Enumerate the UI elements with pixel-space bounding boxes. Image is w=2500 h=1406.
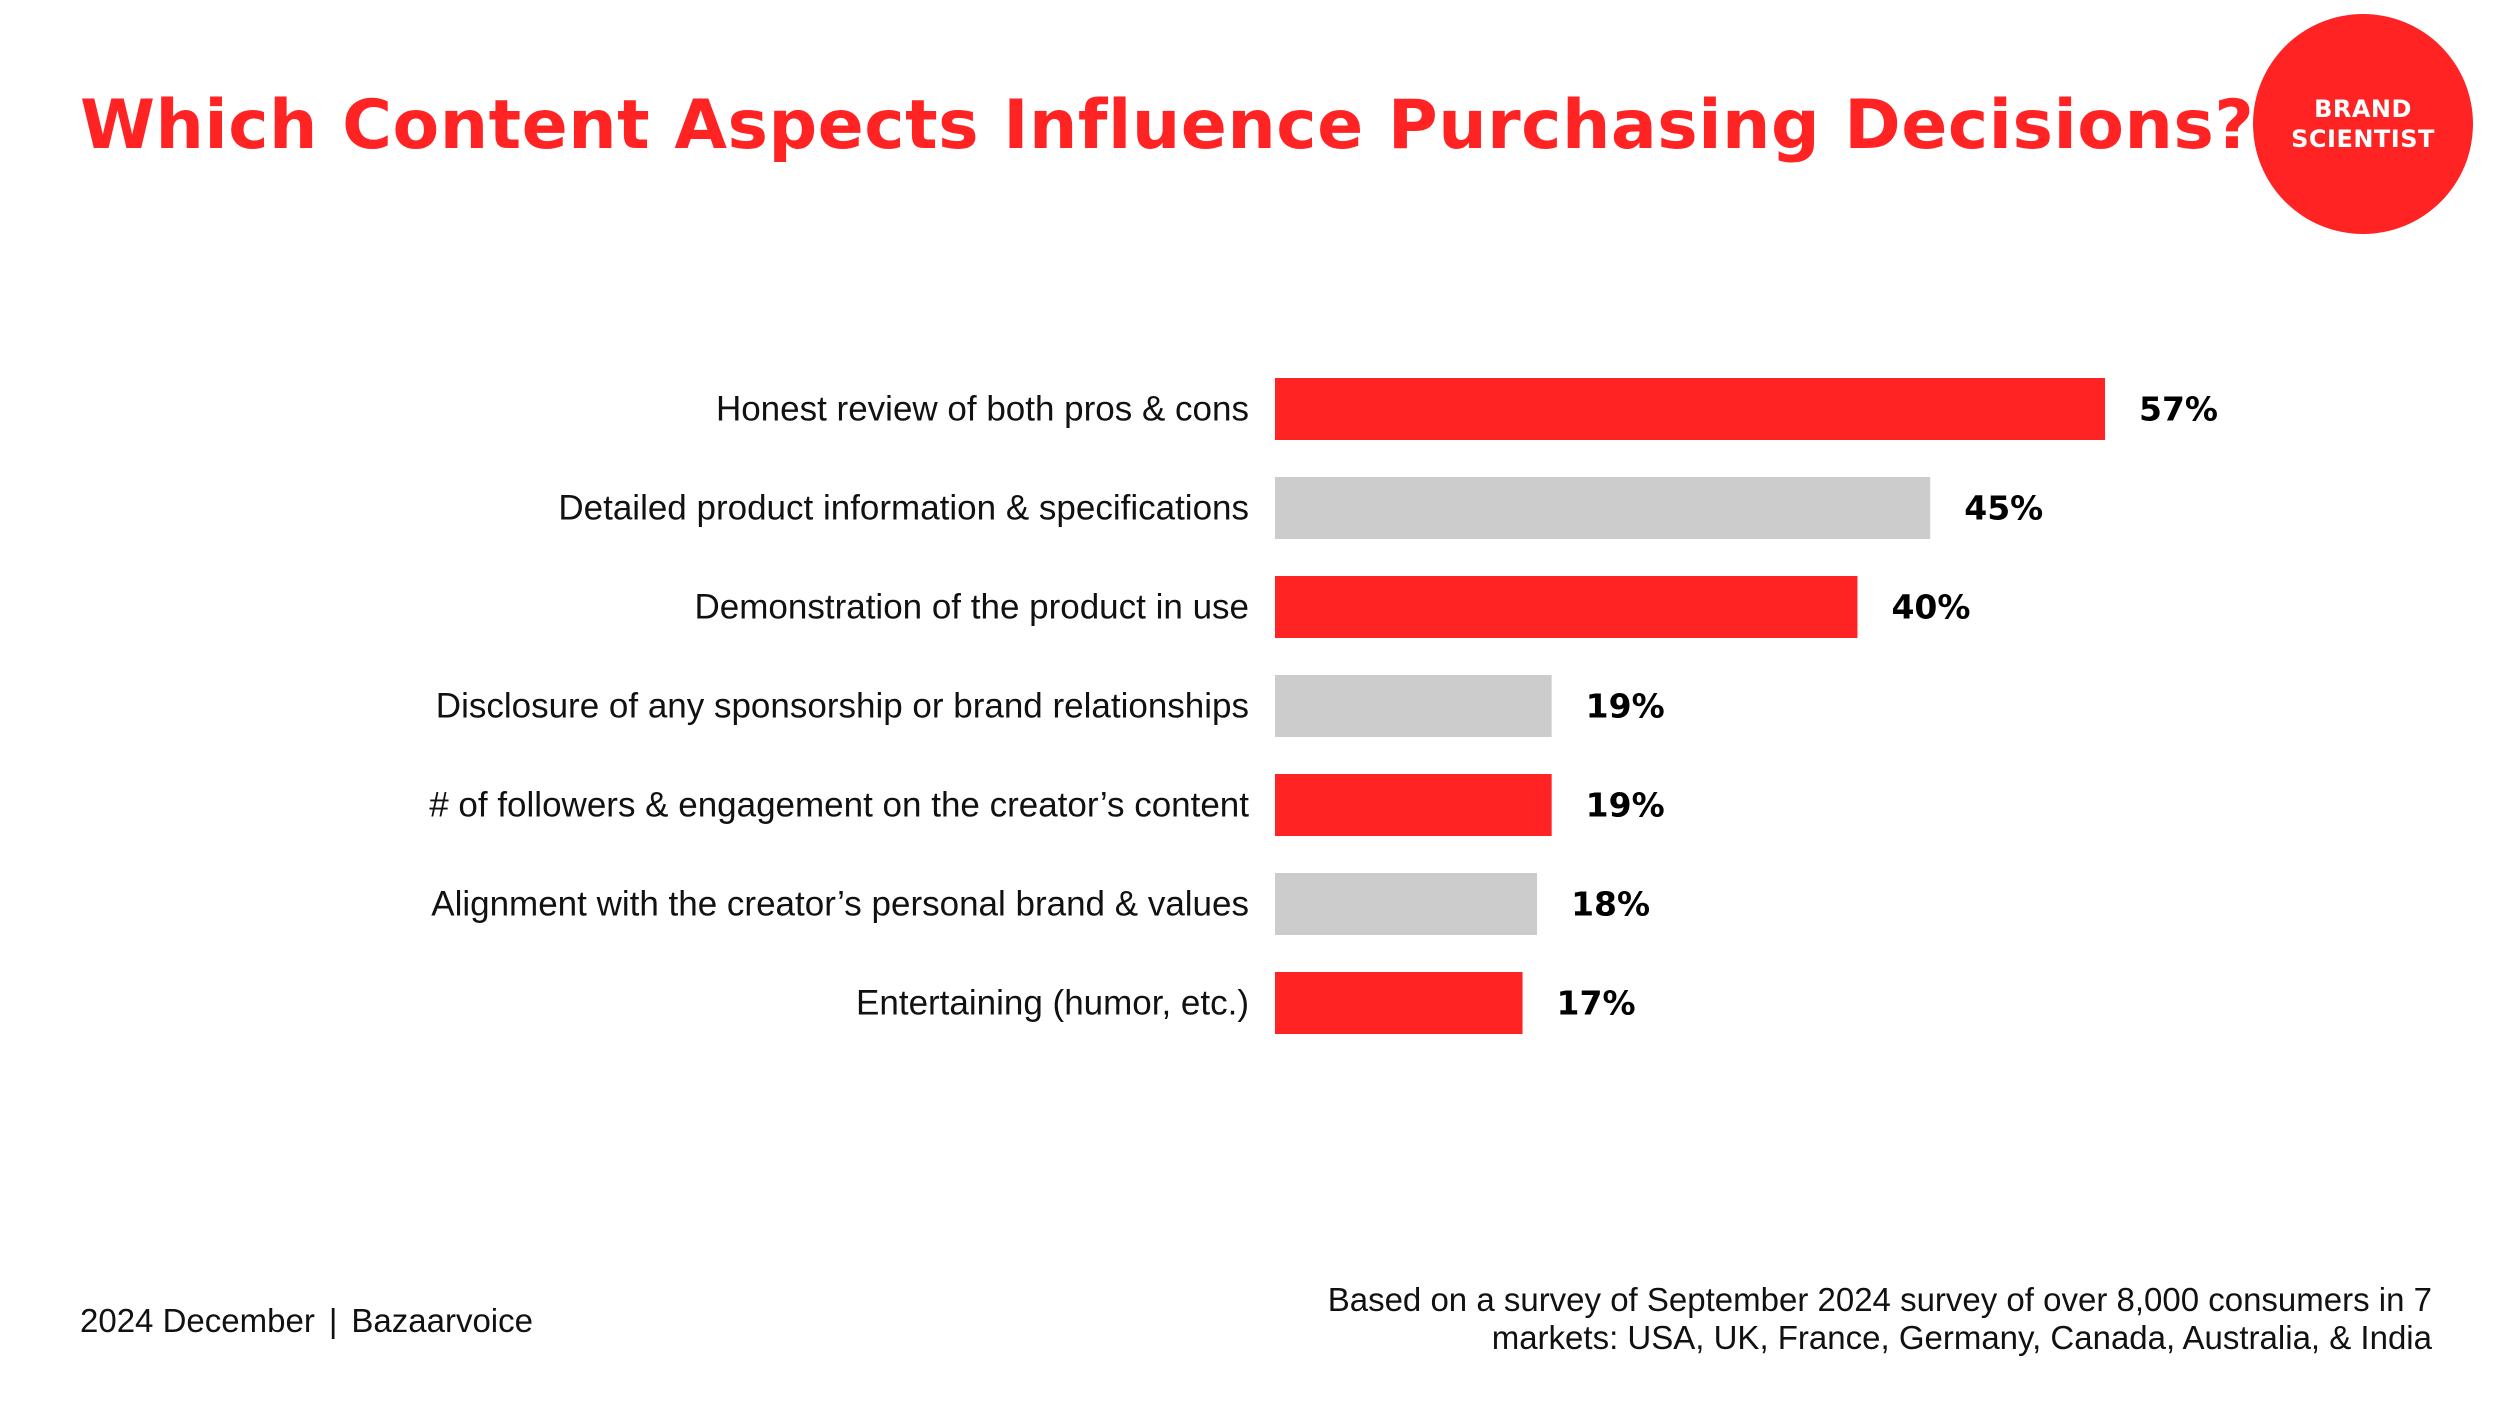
bar xyxy=(1275,873,1538,935)
page-title: Which Content Aspects Influence Purchasi… xyxy=(80,86,2255,165)
bar xyxy=(1275,378,2105,440)
value-label: 19% xyxy=(1586,786,1665,825)
value-label: 18% xyxy=(1571,885,1650,924)
category-label: Demonstration of the product in use xyxy=(695,588,1249,627)
footer-note: Based on a survey of September 2024 surv… xyxy=(1032,1281,2432,1357)
category-label: Alignment with the creator’s personal br… xyxy=(431,885,1249,924)
category-label: Entertaining (humor, etc.) xyxy=(856,984,1249,1023)
value-label: 17% xyxy=(1557,984,1636,1023)
bar xyxy=(1275,675,1552,737)
bar xyxy=(1275,576,1858,638)
logo-line-1: BRAND xyxy=(2314,95,2412,123)
bar xyxy=(1275,477,1931,539)
footer-source: 2024 December | Bazaarvoice xyxy=(80,1302,533,1340)
value-label: 40% xyxy=(1891,588,1970,627)
value-label: 57% xyxy=(2139,390,2218,429)
value-label: 45% xyxy=(1964,489,2043,528)
brand-scientist-logo: BRAND SCIENTIST xyxy=(2253,14,2473,234)
value-label: 19% xyxy=(1586,687,1665,726)
footer-separator: | xyxy=(328,1302,338,1339)
category-label: Detailed product information & specifica… xyxy=(558,489,1249,528)
footer-source-name: Bazaarvoice xyxy=(351,1302,533,1339)
category-label: Disclosure of any sponsorship or brand r… xyxy=(436,687,1249,726)
category-label: Honest review of both pros & cons xyxy=(716,390,1249,429)
bar xyxy=(1275,774,1552,836)
footer-note-line-2: markets: USA, UK, France, Germany, Canad… xyxy=(1491,1319,2432,1356)
logo-line-2: SCIENTIST xyxy=(2291,125,2435,153)
footer-note-line-1: Based on a survey of September 2024 surv… xyxy=(1327,1281,2432,1318)
footer-date: 2024 December xyxy=(80,1302,315,1339)
bar xyxy=(1275,972,1523,1034)
category-label: # of followers & engagement on the creat… xyxy=(429,786,1249,825)
